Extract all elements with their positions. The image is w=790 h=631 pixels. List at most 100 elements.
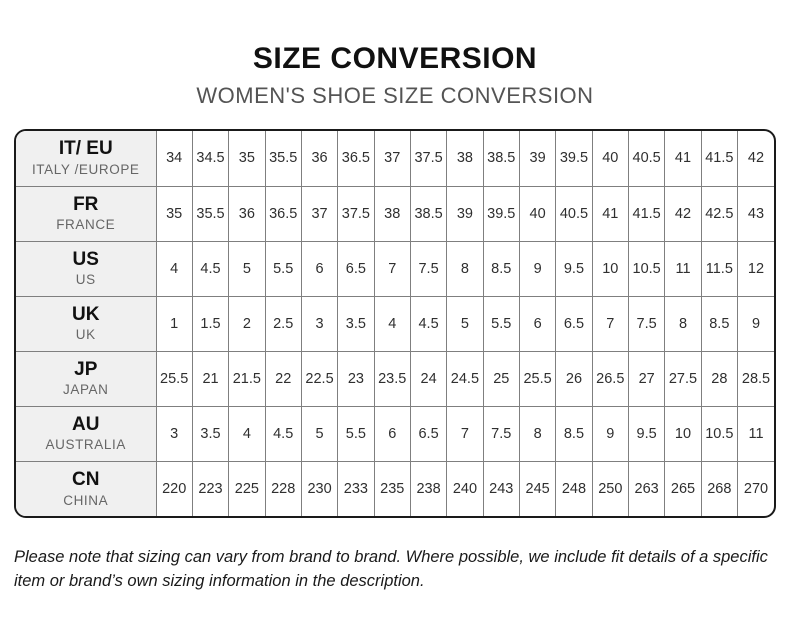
region-code: JP [74, 358, 98, 380]
size-value-cell: 228 [264, 460, 302, 517]
size-value-cell: 35.5 [191, 185, 230, 242]
size-value-cell: 223 [191, 460, 230, 517]
size-value-cell: 4.5 [191, 240, 230, 297]
size-value-cell: 9 [518, 240, 557, 297]
size-value-cell: 6.5 [555, 295, 593, 352]
size-value-cell: 11 [664, 240, 702, 297]
size-value-cell: 5.5 [337, 405, 375, 462]
size-value-cell: 8.5 [700, 295, 739, 352]
size-value-cell: 36.5 [337, 131, 375, 187]
size-value-cell: 40.5 [555, 185, 593, 242]
size-value-cell: 4 [228, 405, 266, 462]
size-conversion-table: IT/ EU ITALY /EUROPE 34 34.5 35 35.5 36 36.5 37 3… [16, 131, 774, 517]
size-value-cell: 4.5 [264, 405, 302, 462]
size-value-cell: 7 [373, 240, 411, 297]
page-title: SIZE CONVERSION [252, 42, 538, 75]
region-code: IT/ EU [58, 138, 113, 160]
region-name: UK [75, 327, 96, 343]
table-row-us: US US 4 4.5 5 5.5 6 6.5 7 7.5 8 8.5 9 9.5 10 10.5 11 11.5… [16, 240, 774, 297]
size-value-cell: 37.5 [337, 185, 375, 242]
size-value-cell: 38 [446, 131, 484, 187]
size-value-cell: 38 [373, 185, 411, 242]
size-value-cell: 37 [373, 131, 411, 187]
size-value-cell: 36 [300, 131, 339, 187]
size-value-cell: 225 [228, 460, 266, 517]
size-value-cell: 7.5 [627, 295, 666, 352]
row-header-cell: AU AUSTRALIA [16, 405, 157, 462]
size-value-cell: 36 [228, 185, 266, 242]
size-value-cell: 265 [664, 460, 702, 517]
size-value-cell: 11 [737, 405, 774, 462]
size-value-cell: 8.5 [482, 240, 520, 297]
size-value-cell: 6 [300, 240, 339, 297]
size-value-cell: 8.5 [555, 405, 593, 462]
size-value-cell: 35 [228, 131, 266, 187]
size-value-cell: 43 [737, 185, 774, 242]
row-header-cell: IT/ EU ITALY /EUROPE [16, 131, 157, 187]
size-value-cell: 42 [737, 131, 774, 187]
size-value-cell: 7.5 [409, 240, 448, 297]
size-value-cell: 24 [409, 350, 448, 407]
size-value-cell: 39 [518, 131, 557, 187]
size-value-cell: 41 [591, 185, 629, 242]
size-value-cell: 238 [409, 460, 448, 517]
region-code: CN [72, 468, 100, 490]
size-value-cell: 26.5 [591, 350, 629, 407]
size-value-cell: 7 [591, 295, 629, 352]
size-value-cell: 245 [518, 460, 557, 517]
size-value-cell: 263 [627, 460, 666, 517]
size-value-cell: 42.5 [700, 185, 739, 242]
table-row-uk: UK UK 1 1.5 2 2.5 3 3.5 4 4.5 5 5.5 6 6.5 7 7.5 8 8.5 9 [16, 295, 774, 352]
size-value-cell: 12 [737, 240, 774, 297]
size-value-cell: 9.5 [555, 240, 593, 297]
region-name: JAPAN [62, 382, 109, 398]
size-value-cell: 230 [300, 460, 339, 517]
size-value-cell: 40.5 [627, 131, 666, 187]
region-code: US [72, 248, 99, 270]
size-value-cell: 6.5 [337, 240, 375, 297]
region-code: AU [72, 413, 100, 435]
table-row-jp: JP JAPAN 25.5 21 21.5 22 22.5 23 23.5 24 24.5 25 25.… [16, 350, 774, 407]
size-value-cell: 23 [337, 350, 375, 407]
size-value-cell: 270 [737, 460, 774, 517]
size-value-cell: 35.5 [264, 131, 302, 187]
size-value-cell: 7.5 [482, 405, 520, 462]
size-value-cell: 4 [155, 240, 193, 297]
region-code: FR [73, 193, 99, 215]
size-value-cell: 5.5 [482, 295, 520, 352]
size-value-cell: 4 [373, 295, 411, 352]
size-value-cell: 6.5 [409, 405, 448, 462]
row-header-cell: FR FRANCE [16, 185, 157, 242]
size-value-cell: 41.5 [700, 131, 739, 187]
size-value-cell: 34 [155, 131, 193, 187]
size-value-cell: 9.5 [627, 405, 666, 462]
size-value-cell: 37.5 [409, 131, 448, 187]
size-value-cell: 240 [446, 460, 484, 517]
page-subtitle: WOMEN'S SHOE SIZE CONVERSION [196, 83, 594, 108]
size-value-cell: 40 [591, 131, 629, 187]
size-value-cell: 39 [446, 185, 484, 242]
size-value-cell: 5.5 [264, 240, 302, 297]
size-value-cell: 9 [737, 295, 774, 352]
size-value-cell: 10.5 [700, 405, 739, 462]
size-value-cell: 9 [591, 405, 629, 462]
size-value-cell: 220 [155, 460, 193, 517]
row-header-cell: US US [16, 240, 157, 297]
size-value-cell: 2.5 [264, 295, 302, 352]
size-value-cell: 10 [591, 240, 629, 297]
size-value-cell: 25 [482, 350, 520, 407]
size-value-cell: 250 [591, 460, 629, 517]
size-value-cell: 27 [627, 350, 666, 407]
region-name: AUSTRALIA [45, 437, 126, 453]
size-conversion-table-frame: IT/ EU ITALY /EUROPE 34 34.5 35 35.5 36 36.5 37 3… [14, 129, 776, 519]
size-value-cell: 38.5 [409, 185, 448, 242]
size-value-cell: 5 [446, 295, 484, 352]
size-value-cell: 23.5 [373, 350, 411, 407]
size-value-cell: 268 [700, 460, 739, 517]
size-value-cell: 11.5 [700, 240, 739, 297]
size-value-cell: 2 [228, 295, 266, 352]
table-row-cn: CN CHINA 220 223 225 228 230 233 235 238 240 243 245… [16, 460, 774, 517]
size-value-cell: 248 [555, 460, 593, 517]
size-value-cell: 35 [155, 185, 193, 242]
